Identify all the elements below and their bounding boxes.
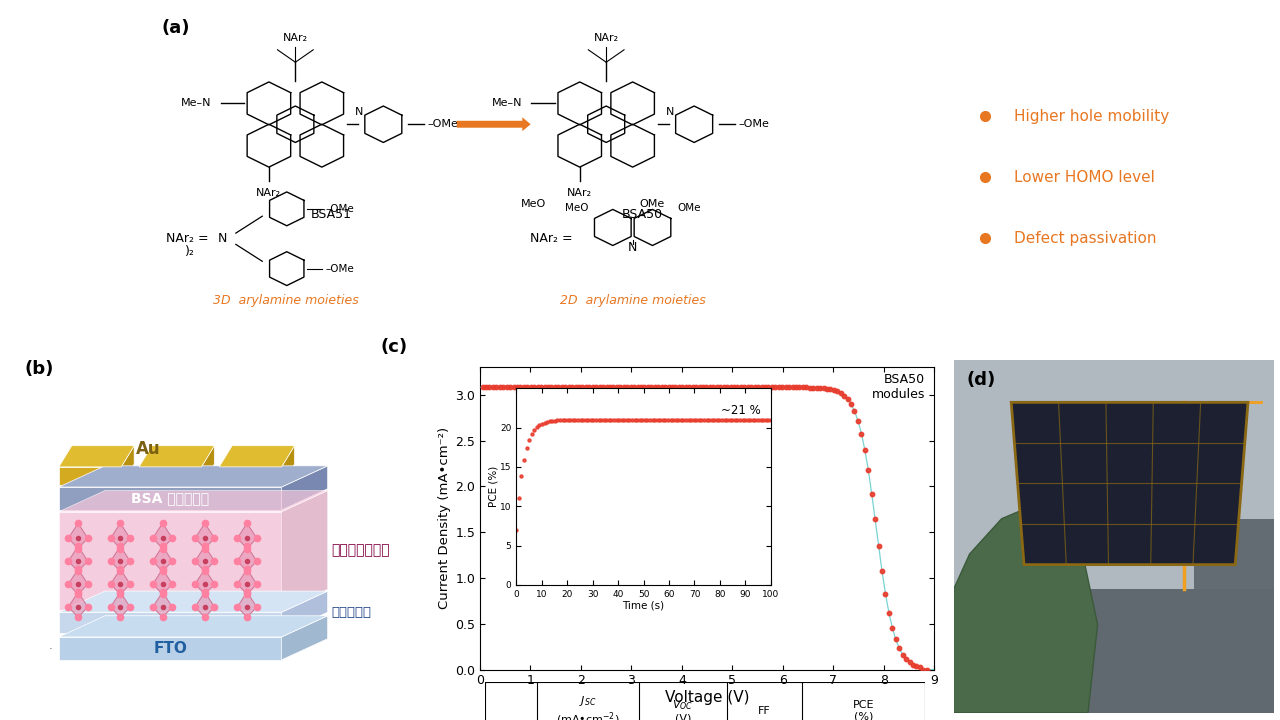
Polygon shape bbox=[152, 523, 173, 549]
Polygon shape bbox=[282, 466, 328, 510]
Polygon shape bbox=[59, 487, 282, 510]
Polygon shape bbox=[59, 612, 282, 634]
Polygon shape bbox=[122, 446, 134, 485]
FancyArrowPatch shape bbox=[457, 117, 531, 131]
Polygon shape bbox=[237, 523, 257, 549]
Polygon shape bbox=[152, 570, 173, 595]
Text: (b): (b) bbox=[24, 360, 54, 378]
Text: NAr₂ =: NAr₂ = bbox=[166, 233, 209, 246]
Text: –OMe: –OMe bbox=[428, 120, 458, 130]
Polygon shape bbox=[195, 592, 215, 617]
Polygon shape bbox=[1129, 484, 1274, 589]
Polygon shape bbox=[195, 546, 215, 572]
Polygon shape bbox=[1011, 402, 1248, 564]
Polygon shape bbox=[110, 523, 131, 549]
Text: (a): (a) bbox=[161, 19, 189, 37]
Text: N: N bbox=[218, 233, 228, 246]
Text: FTO: FTO bbox=[50, 648, 54, 649]
Polygon shape bbox=[59, 467, 122, 485]
Text: –OMe: –OMe bbox=[325, 264, 353, 274]
Text: N: N bbox=[666, 107, 675, 117]
Text: –OMe: –OMe bbox=[739, 120, 769, 130]
Polygon shape bbox=[140, 446, 214, 467]
Polygon shape bbox=[282, 490, 328, 611]
Polygon shape bbox=[68, 546, 88, 572]
Text: )₂: )₂ bbox=[184, 246, 195, 258]
Polygon shape bbox=[152, 592, 173, 617]
Polygon shape bbox=[282, 591, 328, 634]
Text: N: N bbox=[356, 107, 364, 117]
Text: Me–N: Me–N bbox=[180, 99, 211, 109]
Text: BSA50
modules: BSA50 modules bbox=[872, 373, 925, 401]
Text: Defect passivation: Defect passivation bbox=[1014, 230, 1157, 246]
Polygon shape bbox=[195, 523, 215, 549]
Polygon shape bbox=[954, 501, 1097, 713]
Polygon shape bbox=[110, 592, 131, 617]
Text: 2D  arylamine moieties: 2D arylamine moieties bbox=[559, 294, 705, 307]
Polygon shape bbox=[201, 446, 214, 485]
Text: OMe: OMe bbox=[677, 202, 700, 212]
Polygon shape bbox=[954, 360, 1274, 589]
Polygon shape bbox=[68, 592, 88, 617]
Polygon shape bbox=[68, 570, 88, 595]
Polygon shape bbox=[59, 490, 328, 512]
Text: Lower HOMO level: Lower HOMO level bbox=[1014, 170, 1155, 185]
Polygon shape bbox=[237, 546, 257, 572]
Polygon shape bbox=[282, 446, 294, 485]
Polygon shape bbox=[237, 592, 257, 617]
Polygon shape bbox=[954, 589, 1274, 713]
Text: (d): (d) bbox=[966, 371, 996, 389]
Text: Me–N: Me–N bbox=[492, 99, 522, 109]
Text: NAr₂: NAr₂ bbox=[594, 33, 618, 43]
Text: NAr₂: NAr₂ bbox=[256, 188, 282, 198]
Text: MeO: MeO bbox=[564, 202, 589, 212]
Polygon shape bbox=[282, 616, 328, 660]
Polygon shape bbox=[59, 466, 328, 487]
Polygon shape bbox=[140, 467, 201, 485]
Polygon shape bbox=[219, 467, 282, 485]
Polygon shape bbox=[68, 523, 88, 549]
Polygon shape bbox=[59, 637, 282, 660]
Polygon shape bbox=[152, 546, 173, 572]
Text: NAr₂: NAr₂ bbox=[283, 33, 308, 43]
Text: Higher hole mobility: Higher hole mobility bbox=[1014, 109, 1169, 124]
Text: BSA51: BSA51 bbox=[311, 207, 352, 221]
X-axis label: Voltage (V): Voltage (V) bbox=[664, 690, 750, 705]
Text: 페로브스카이트: 페로브스카이트 bbox=[332, 544, 390, 557]
Text: –OMe: –OMe bbox=[325, 204, 353, 214]
Polygon shape bbox=[59, 512, 282, 611]
Text: 전자추출층: 전자추출층 bbox=[332, 606, 371, 618]
Text: OMe: OMe bbox=[640, 199, 666, 209]
Text: BSA50: BSA50 bbox=[622, 207, 663, 221]
Polygon shape bbox=[110, 546, 131, 572]
Text: Au: Au bbox=[136, 440, 160, 458]
Y-axis label: Current Density (mA•cm⁻²): Current Density (mA•cm⁻²) bbox=[438, 428, 451, 609]
Polygon shape bbox=[195, 570, 215, 595]
Text: BSA 정공수송층: BSA 정공수송층 bbox=[131, 491, 210, 505]
Text: MeO: MeO bbox=[521, 199, 547, 209]
Polygon shape bbox=[237, 570, 257, 595]
Text: N: N bbox=[628, 240, 637, 253]
Text: NAr₂: NAr₂ bbox=[567, 188, 593, 198]
Polygon shape bbox=[59, 446, 134, 467]
Polygon shape bbox=[110, 570, 131, 595]
Text: NAr₂ =: NAr₂ = bbox=[530, 233, 572, 246]
Polygon shape bbox=[219, 446, 294, 467]
Text: (c): (c) bbox=[380, 338, 407, 356]
Polygon shape bbox=[59, 616, 328, 637]
Text: FTO: FTO bbox=[154, 641, 187, 656]
Polygon shape bbox=[59, 591, 328, 612]
Text: 3D  arylamine moieties: 3D arylamine moieties bbox=[212, 294, 358, 307]
